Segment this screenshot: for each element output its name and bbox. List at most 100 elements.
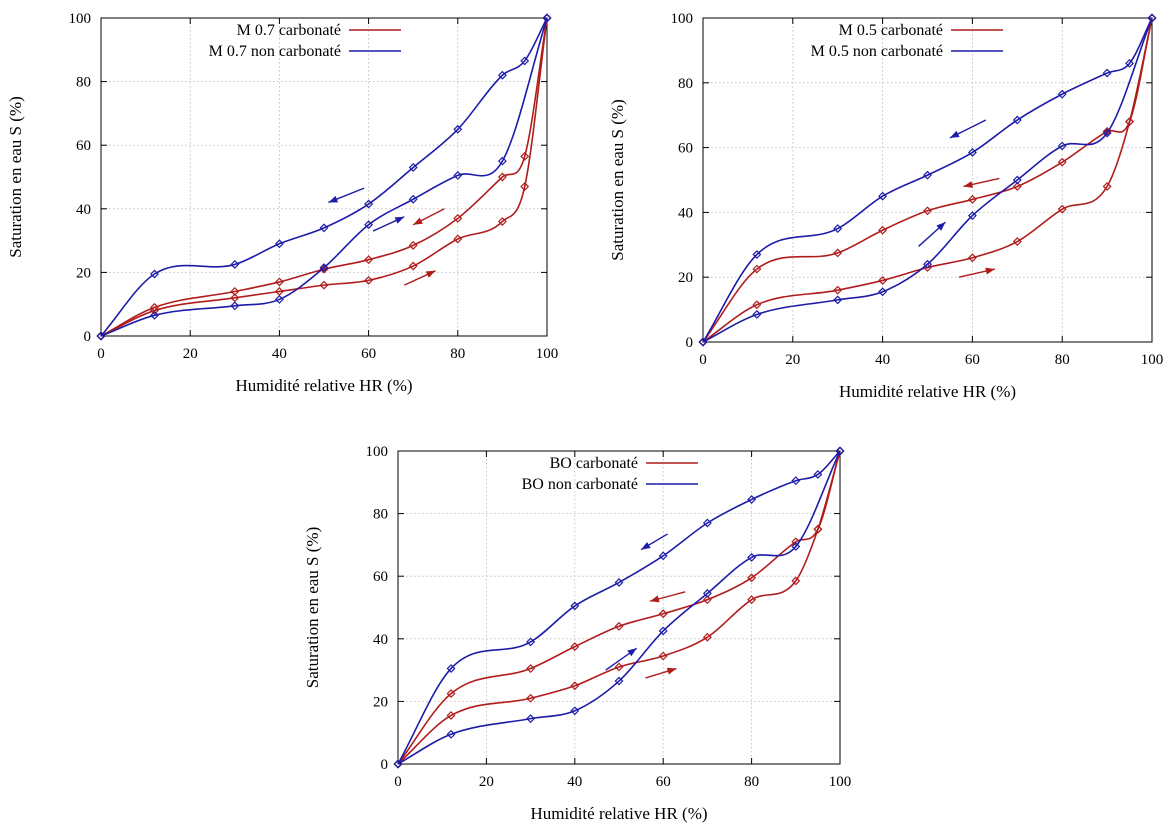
direction-arrow: [645, 667, 677, 679]
data-point: [658, 626, 668, 636]
data-point: [658, 551, 668, 561]
data-point: [752, 310, 762, 319]
data-point: [1102, 182, 1112, 191]
arrow-head: [641, 542, 651, 550]
legend-label: M 0.7 carbonaté: [237, 22, 341, 39]
legend-label: BO non carbonaté: [522, 476, 638, 493]
arrow-head: [963, 181, 973, 188]
chart-m05: 0 20 40 60 80 100 0 20 40 60 80 100 Humidité relativ…: [608, 11, 1164, 401]
data-point: [408, 163, 418, 172]
series-carbonated-adsorption: [698, 13, 1157, 347]
data-point: [570, 706, 580, 716]
x-tick-label: 80: [450, 346, 465, 362]
x-tick-label: 100: [1141, 352, 1164, 368]
data-point: [319, 263, 329, 273]
data-point: [520, 151, 530, 161]
legend: BO carbonaté BO non carbonaté: [522, 455, 698, 493]
data-point: [446, 664, 456, 673]
arrow-head: [328, 195, 339, 203]
data-point: [364, 220, 374, 230]
x-tick-label: 60: [656, 774, 671, 790]
data-point: [791, 542, 801, 551]
data-point: [446, 689, 456, 699]
data-point: [408, 261, 418, 271]
series-carbonated-desorption: [96, 13, 552, 341]
data-point: [230, 260, 240, 269]
x-tick-label: 20: [785, 352, 800, 368]
data-point: [878, 287, 888, 297]
data-point: [274, 277, 284, 287]
data-point: [698, 337, 708, 347]
data-point: [923, 206, 932, 216]
direction-arrow: [963, 177, 1000, 188]
x-tick-label: 20: [479, 774, 494, 790]
y-tick-label: 0: [381, 757, 389, 773]
data-point: [702, 595, 712, 605]
x-axis-label: Humidité relative HR (%): [235, 376, 412, 395]
y-tick-label: 100: [671, 11, 694, 27]
series-carbonated-adsorption: [393, 446, 845, 769]
x-tick-label: 60: [965, 352, 980, 368]
data-point: [96, 331, 106, 341]
data-point: [497, 172, 507, 182]
x-tick-label: 60: [361, 346, 376, 362]
chart-m07: 0 20 40 60 80 100 0 20 40 60 80 100 Humidité relativ…: [6, 11, 558, 395]
y-axis-label: Saturation en eau S (%): [6, 96, 25, 257]
data-point: [747, 552, 757, 562]
y-tick-label: 20: [678, 270, 693, 286]
data-point: [1057, 157, 1067, 167]
series-line: [397, 450, 841, 765]
series-non_carbonated-desorption: [393, 446, 845, 769]
x-tick-label: 40: [272, 346, 287, 362]
data-point: [1057, 204, 1067, 214]
data-point: [923, 170, 932, 180]
x-tick-label: 20: [183, 346, 198, 362]
data-point: [453, 213, 463, 223]
legend-label: M 0.7 non carbonaté: [209, 43, 341, 60]
data-point: [570, 681, 580, 691]
data-point: [526, 637, 536, 647]
direction-arrow: [605, 647, 638, 671]
series-non_carbonated-adsorption: [393, 446, 845, 769]
data-point: [1012, 237, 1022, 247]
data-point: [446, 711, 456, 720]
data-point: [833, 224, 843, 234]
y-tick-label: 80: [373, 507, 388, 523]
legend-label: BO carbonaté: [550, 455, 638, 472]
x-tick-label: 80: [744, 774, 759, 790]
x-tick-label: 0: [699, 352, 707, 368]
data-point: [1102, 128, 1112, 138]
series-line: [397, 450, 841, 765]
data-point: [150, 269, 159, 279]
data-point: [614, 676, 624, 686]
data-point: [747, 595, 757, 605]
data-point: [570, 642, 580, 652]
series-carbonated-desorption: [698, 13, 1157, 347]
y-tick-label: 20: [76, 265, 91, 281]
data-point: [364, 199, 374, 209]
data-point: [408, 240, 418, 250]
data-point: [967, 194, 977, 204]
arrow-head: [627, 648, 637, 657]
x-tick-label: 0: [97, 346, 105, 362]
data-point: [319, 280, 329, 290]
series-line: [397, 450, 841, 765]
data-point: [1012, 175, 1022, 185]
series-carbonated-adsorption: [96, 13, 552, 341]
data-point: [923, 259, 932, 269]
data-point: [878, 275, 888, 285]
x-tick-label: 80: [1055, 352, 1070, 368]
arrow-head: [949, 130, 960, 138]
data-point: [497, 156, 507, 166]
data-point: [230, 301, 240, 311]
series-line: [702, 17, 1153, 343]
plot-frame: [397, 450, 841, 765]
y-axis-label: Saturation en eau S (%): [608, 99, 627, 260]
data-point: [833, 248, 843, 258]
direction-arrow: [640, 533, 668, 551]
x-axis-label: Humidité relative HR (%): [839, 382, 1016, 401]
data-point: [747, 573, 757, 583]
data-point: [364, 275, 374, 285]
data-point: [967, 211, 977, 221]
y-tick-label: 60: [373, 569, 388, 585]
